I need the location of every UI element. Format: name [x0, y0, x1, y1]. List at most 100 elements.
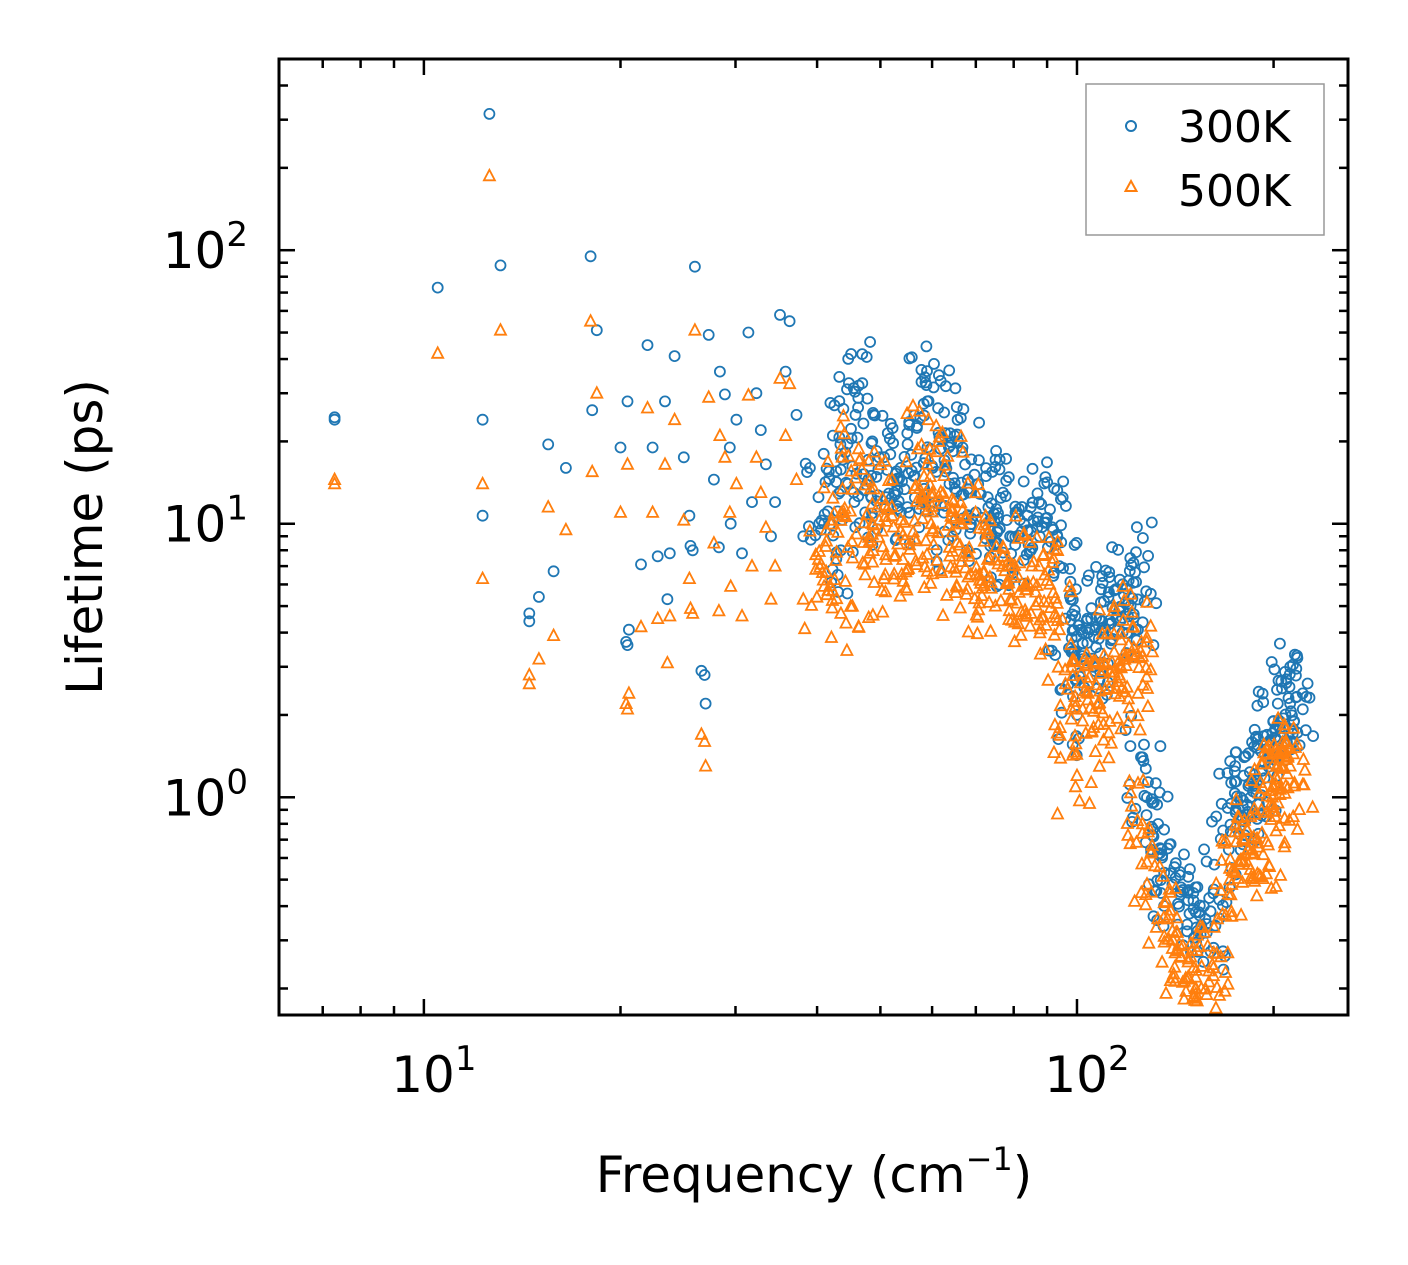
data-point-s0-p118-7 [1200, 855, 1213, 868]
data-point-s0-p72-7 [890, 465, 903, 478]
data-point-s1-p69-8 [865, 526, 880, 540]
data-point-s0-p5 [483, 108, 496, 120]
data-point-s0-p132-7 [1248, 723, 1261, 736]
data-point-s1-p53 [773, 370, 787, 384]
data-point-s0-p53 [774, 308, 786, 321]
data-point-s1-p60-0 [819, 563, 834, 577]
y-axis-label: Lifetime (ps) [56, 379, 114, 695]
data-point-s0-p110-3 [1136, 616, 1149, 629]
data-point-s1-p42 [722, 504, 737, 518]
data-point-s0-p111-1 [1119, 724, 1132, 736]
data-point-s1-p96-2 [1051, 659, 1066, 673]
data-point-s1-p68-5 [885, 471, 900, 485]
data-point-s0-p108-3 [1106, 541, 1118, 554]
data-point-s1-p68 [872, 512, 887, 526]
data-point-s1-p113-5 [1143, 845, 1158, 859]
data-point-s0-p38 [708, 473, 720, 486]
data-point-s1-p123-0 [1209, 875, 1224, 890]
data-point-s1-p68-3 [878, 546, 893, 561]
data-point-s1-p65-2 [844, 463, 859, 477]
data-point-s1-p94-8 [1036, 546, 1051, 560]
data-point-s1-p2 [430, 345, 445, 359]
data-point-s0-p67-5 [852, 401, 864, 414]
data-point-s0-p60-1 [803, 520, 815, 533]
data-point-s1-p134-0 [1277, 716, 1292, 731]
data-point-s1-p95-1 [1032, 624, 1047, 639]
data-point-s1-p124-2 [1234, 907, 1249, 921]
data-point-s0-p81-1 [957, 403, 970, 416]
data-point-s0-p65-6 [856, 348, 869, 361]
data-point-s1-p94-3 [1037, 593, 1052, 607]
data-point-s1-p73-2 [902, 541, 917, 555]
data-point-s1-p81-6 [971, 476, 986, 491]
data-point-s1-p115-8 [1175, 937, 1190, 952]
data-point-s0-p137-6 [1279, 666, 1291, 678]
data-point-s1-p117-0 [1169, 924, 1184, 938]
data-point-s1-p66-0 [861, 609, 876, 623]
data-point-s1-p108-6 [1106, 602, 1121, 616]
data-point-s1-p81-1 [968, 484, 983, 499]
data-point-s1-p76-6 [908, 552, 923, 567]
data-point-s1-p121-3 [1218, 964, 1233, 978]
data-point-s1-p129-7 [1232, 856, 1247, 870]
data-point-s1-p101-2 [1101, 749, 1116, 764]
data-point-s0-p88-7 [990, 503, 1003, 515]
data-point-s0-p81-6 [948, 477, 961, 490]
data-point-s1-p104-7 [1091, 716, 1106, 730]
data-point-s1-p49 [753, 484, 768, 499]
data-point-s1-p69-4 [878, 583, 893, 598]
data-point-s1-p125-5 [1214, 852, 1229, 866]
data-point-s1-p138-8 [1290, 736, 1304, 750]
data-point-s1-p138-0 [1270, 758, 1284, 772]
data-point-s0-p73-7 [907, 470, 920, 482]
data-point-s1-p91-0 [1013, 627, 1028, 641]
data-point-s1-p95-2 [1049, 609, 1063, 623]
data-point-s1-p61-1 [835, 480, 850, 495]
data-point-s1-p20 [621, 685, 636, 699]
data-point-s1-p61-2 [824, 512, 839, 526]
data-point-s1-p66-4 [843, 598, 858, 612]
data-point-s1-p121-7 [1189, 962, 1204, 976]
data-point-s0-p59-3 [799, 457, 812, 470]
data-point-s0-p115-8 [1163, 838, 1176, 851]
data-point-s1-p111-4 [1122, 773, 1137, 787]
data-point-s1-p133-8 [1264, 811, 1278, 825]
data-point-s0-p55 [783, 315, 796, 328]
legend-marker-500k [1123, 178, 1139, 192]
data-point-s1-p39 [711, 602, 726, 617]
data-point-s1-p130-0 [1261, 857, 1276, 871]
data-point-s0-p124-8 [1213, 767, 1226, 780]
data-point-s1-p115-4 [1138, 896, 1153, 911]
data-point-s1-p111-0 [1124, 798, 1139, 812]
data-point-s0-p93-8 [1031, 487, 1044, 500]
data-point-s1-p137-2 [1266, 796, 1281, 811]
data-point-s1-p104-3 [1121, 714, 1136, 728]
data-point-s0-p137-0 [1296, 703, 1309, 716]
data-point-s1-p97-5 [1053, 719, 1068, 733]
data-point-s1-p113-3 [1127, 893, 1142, 907]
data-point-s0-p112-2 [1149, 777, 1162, 790]
x-tick-label: 101 [391, 1039, 476, 1104]
data-point-s1-p76-8 [915, 510, 930, 525]
data-point-s0-p93-6 [1026, 496, 1039, 509]
data-point-s1-p138-7 [1305, 799, 1320, 813]
data-point-s1-p134-7 [1273, 780, 1288, 794]
data-point-s1-p59-8 [816, 572, 831, 586]
data-point-s1-p108-8 [1140, 594, 1154, 608]
data-point-s0-p111-8 [1124, 740, 1137, 752]
data-point-s1-p119-1 [1170, 941, 1185, 956]
data-point-s1-p73 [907, 530, 922, 545]
data-point-s0-p135-8 [1271, 683, 1283, 696]
data-point-s1-p76-2 [920, 563, 935, 577]
data-point-s1-p136-0 [1297, 762, 1312, 776]
data-point-s0-p62-4 [841, 587, 854, 600]
data-point-s1-p112-1 [1123, 835, 1138, 850]
data-point-s1-p97-0 [1047, 744, 1061, 758]
data-point-s1-p93-3 [1041, 529, 1056, 543]
data-point-s1-p103-7 [1080, 657, 1095, 671]
data-point-s1-p101-5 [1067, 693, 1082, 707]
data-point-s0-p44 [730, 413, 743, 426]
data-point-s1-p100-2 [1097, 647, 1112, 661]
data-point-s1-p99-2 [1089, 676, 1104, 691]
